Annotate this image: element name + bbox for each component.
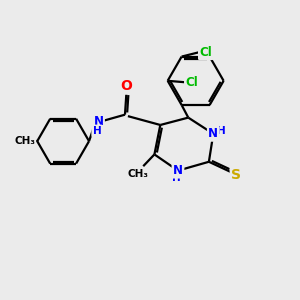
Text: N: N xyxy=(208,127,218,140)
Text: H: H xyxy=(172,173,181,183)
Text: Cl: Cl xyxy=(200,46,212,59)
Text: N: N xyxy=(94,115,103,128)
Text: CH₃: CH₃ xyxy=(128,169,149,179)
Text: CH₃: CH₃ xyxy=(14,136,35,146)
Text: H: H xyxy=(93,126,101,136)
Text: H: H xyxy=(217,126,226,136)
Text: N: N xyxy=(173,164,183,177)
Text: O: O xyxy=(121,79,132,93)
Text: S: S xyxy=(231,168,241,182)
Text: Cl: Cl xyxy=(185,76,198,89)
